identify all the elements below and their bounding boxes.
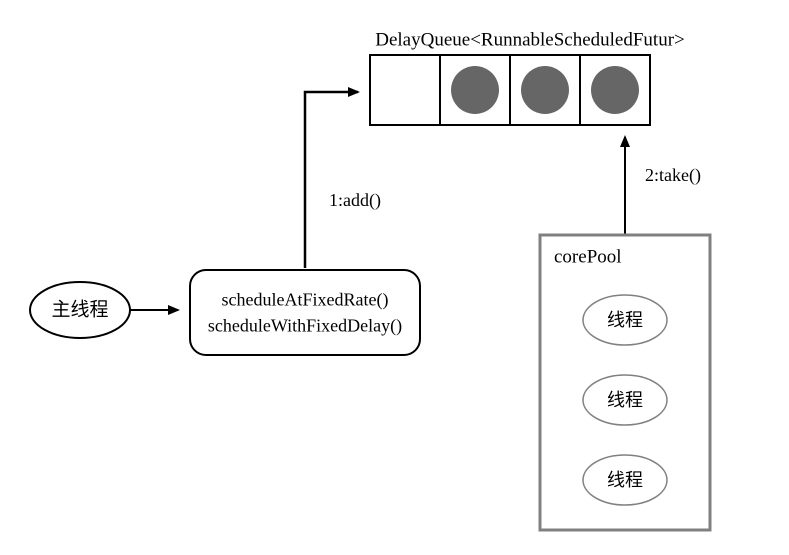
edge-add-label: 1:add() [329,190,381,211]
delay-queue-title: DelayQueue<RunnableScheduledFutur> [375,30,685,51]
edge-take-label: 2:take() [645,165,701,186]
queue-item-icon [521,66,569,114]
core-pool-label: corePool [554,247,622,268]
thread-label: 线程 [607,310,643,330]
main-thread-node: 主线程 [30,282,130,338]
queue-item-icon [451,66,499,114]
delay-queue [370,55,650,125]
queue-cell [370,55,440,125]
scheduled-executor-diagram: 主线程 scheduleAtFixedRate() scheduleWithFi… [0,0,789,555]
thread-label: 线程 [607,390,643,410]
thread-node: 线程 [583,295,667,345]
schedule-methods-node: scheduleAtFixedRate() scheduleWithFixedD… [190,270,420,355]
edge-add [305,92,358,268]
thread-label: 线程 [607,470,643,490]
queue-item-icon [591,66,639,114]
core-pool-node: corePool 线程线程线程 [540,235,710,530]
schedule-with-fixed-delay-label: scheduleWithFixedDelay() [208,316,402,337]
main-thread-label: 主线程 [51,299,108,321]
thread-node: 线程 [583,375,667,425]
thread-node: 线程 [583,455,667,505]
schedule-at-fixed-rate-label: scheduleAtFixedRate() [222,290,389,311]
